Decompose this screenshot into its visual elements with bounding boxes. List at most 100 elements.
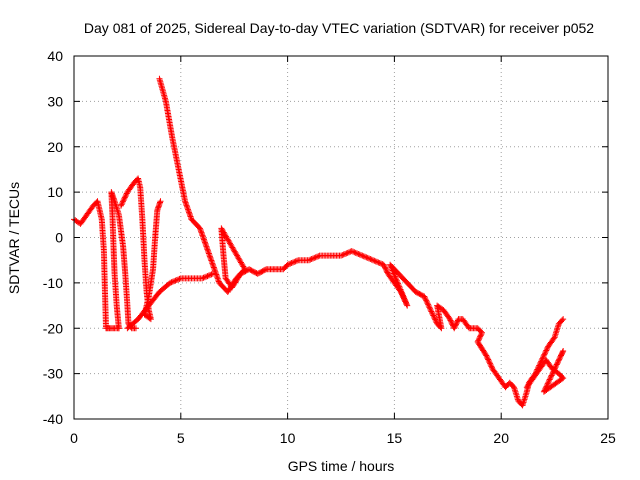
x-tick-label: 10 [280,430,296,446]
data-point [560,316,567,323]
data-point [285,261,292,268]
data-point [542,386,549,393]
data-point [544,380,551,387]
data-point [547,375,554,382]
data-point [307,256,314,263]
data-point [451,325,458,332]
data-point [556,355,563,362]
data-point [168,279,175,286]
data-point [542,384,549,391]
data-point [350,248,357,255]
data-point [488,363,495,370]
data-point [339,252,346,259]
data-point [344,249,351,256]
data-point [548,372,555,379]
data-point [397,286,404,293]
data-point [453,321,460,328]
data-point [207,271,214,278]
data-point [478,329,485,336]
data-point [376,260,383,267]
data-point [359,252,366,259]
data-point [431,315,438,322]
data-point [173,277,180,284]
data-point [311,254,318,261]
data-point [287,260,294,267]
data-point [553,362,560,369]
x-axis: 0 5 10 15 20 25 [70,56,616,446]
data-point [262,266,269,273]
data-point [132,325,139,332]
y-tick-label: -10 [43,275,63,291]
data-point [346,249,353,256]
data-point [338,252,344,259]
data-point [396,283,403,290]
data-point [309,255,316,262]
data-point [123,191,130,198]
data-point [399,292,406,299]
data-point [427,305,434,312]
data-point [541,387,548,394]
data-point [545,379,552,386]
y-tick-label: -40 [43,411,63,427]
data-point [291,258,298,265]
data-point [550,335,557,342]
data-point [551,366,558,373]
data-point [315,253,322,260]
data-point [484,355,491,362]
data-point [556,356,563,363]
data-point [541,350,548,357]
data-point [121,194,128,201]
data-point [552,364,559,371]
data-point [360,253,367,260]
data-point [391,271,398,278]
data-point [549,369,556,376]
data-point [539,355,546,362]
data-point [356,251,363,258]
data-point [358,252,365,259]
data-point [119,198,126,205]
data-point [542,348,549,355]
data-point [382,265,389,272]
data-point [543,347,550,354]
data-point [546,377,553,384]
data-point [453,320,460,327]
data-point [430,313,437,320]
data-point [540,352,547,359]
data-point [550,368,557,375]
data-point [175,276,182,283]
data-point [354,250,361,257]
data-point [487,360,494,367]
data-point [430,312,437,319]
chart-title: Day 081 of 2025, Sidereal Day-to-day VTE… [84,20,594,36]
data-point [199,275,206,282]
data-point [308,256,315,263]
data-point [122,193,129,200]
y-tick-label: -30 [43,366,63,382]
data-point [118,201,125,208]
data-point [313,253,320,260]
data-point [289,259,296,266]
data-point [559,317,566,324]
data-point [543,346,550,353]
data-point [540,354,547,361]
data-point [421,294,428,301]
data-point [429,311,436,318]
data-point [549,371,556,378]
data-point [540,388,547,395]
y-axis: -40 -30 -20 -10 0 10 20 30 40 [43,48,608,427]
data-point [355,250,362,257]
data-point [477,333,484,340]
data-point [452,322,459,329]
data-point [398,289,405,296]
data-point [380,261,387,268]
data-point [372,258,379,265]
x-tick-label: 0 [70,430,78,446]
data-point [121,195,128,202]
data-point [381,263,388,270]
data-point [383,268,390,275]
data-point [426,304,433,311]
data-point [363,254,370,261]
data-point [551,365,558,372]
data-point [421,293,428,300]
